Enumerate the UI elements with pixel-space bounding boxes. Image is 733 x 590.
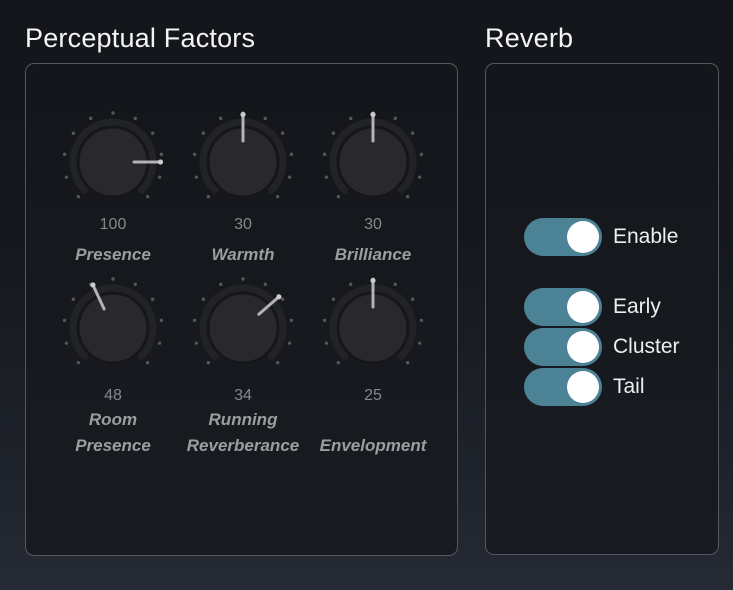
room-presence-knob[interactable] [58,273,168,383]
toggle-row-early: Early [524,288,661,326]
running-reverberance-label: Running Reverberance [186,410,300,455]
toggle-thumb [567,291,599,323]
toggle-thumb [567,371,599,403]
running-reverberance-knob[interactable] [188,273,298,383]
enable-toggle[interactable] [524,218,602,256]
early-toggle-label: Early [613,295,661,318]
tail-toggle[interactable] [524,368,602,406]
envelopment-label: Envelopment [319,436,427,455]
room-presence-label: Room Presence [75,410,151,455]
cluster-toggle-label: Cluster [613,335,680,358]
warmth-label: Warmth [211,245,275,264]
tail-toggle-label: Tail [613,375,645,398]
running-reverberance-value: 34 [234,387,252,404]
toggle-thumb [567,331,599,363]
presence-knob[interactable] [58,107,168,217]
warmth-knob[interactable] [188,107,298,217]
enable-toggle-label: Enable [613,225,679,248]
presence-value: 100 [99,216,127,233]
toggle-row-cluster: Cluster [524,328,680,366]
reverb-title: Reverb [485,23,574,53]
presence-label: Presence [75,245,151,264]
early-toggle[interactable] [524,288,602,326]
toggle-row-enable: Enable [524,218,678,256]
perceptual-factors-panel: 100 Presence 30 Warmth 30 Brilliance 48 … [25,63,458,556]
brilliance-label: Brilliance [334,245,412,264]
warmth-value: 30 [234,216,252,233]
perceptual-factors-title: Perceptual Factors [25,23,256,53]
room-presence-value: 48 [104,387,122,404]
envelopment-value: 25 [364,387,382,404]
toggle-row-tail: Tail [524,368,645,406]
toggle-thumb [567,221,599,253]
reverb-panel: Enable Early Cluster Tail [485,63,719,555]
envelopment-knob[interactable] [318,273,428,383]
brilliance-value: 30 [364,216,382,233]
brilliance-knob[interactable] [318,107,428,217]
cluster-toggle[interactable] [524,328,602,366]
